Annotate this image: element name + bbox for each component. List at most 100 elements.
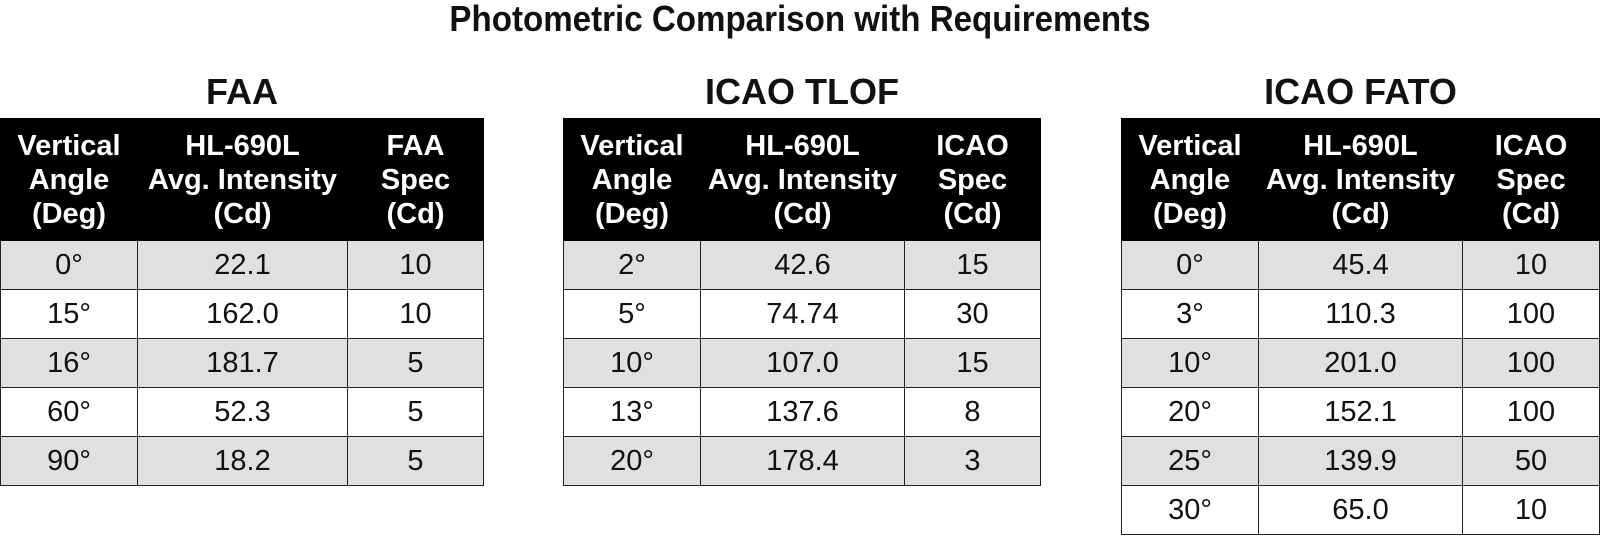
header-line: HL-690L bbox=[185, 129, 300, 162]
table-cell: 10° bbox=[1121, 338, 1259, 388]
header-line: (Deg) bbox=[1152, 197, 1228, 230]
table-row: 15° 162.0 10 bbox=[0, 289, 484, 339]
table-cell: 65.0 bbox=[1258, 485, 1463, 535]
table-icao-fato: Vertical Angle (Deg) HL-690L Avg. Intensity(… bbox=[1121, 118, 1600, 535]
header-line: (Cd) bbox=[773, 197, 832, 230]
header-line: (Cd) bbox=[1331, 197, 1390, 230]
section-title: ICAO TLOF bbox=[705, 71, 899, 112]
table-cell: 25° bbox=[1121, 436, 1259, 486]
header-row: Vertical Angle (Deg) HL-690L Avg. Intensity(… bbox=[1121, 118, 1600, 241]
column-header: Vertical Angle (Deg) bbox=[563, 118, 701, 241]
header-line: Spec bbox=[1496, 163, 1566, 196]
table-cell: 10 bbox=[1462, 485, 1600, 535]
header-line: Spec bbox=[937, 163, 1008, 196]
table-row: 90° 18.2 5 bbox=[0, 436, 484, 486]
table-cell: 42.6 bbox=[700, 240, 905, 290]
table-faa: Vertical Angle (Deg) HL-690L Avg. Intensity(… bbox=[0, 118, 484, 486]
header-row: Vertical Angle (Deg) HL-690L Avg. Intensity(… bbox=[0, 118, 484, 241]
table-row: 10° 201.0 100 bbox=[1121, 338, 1600, 388]
column-header: ICAO Spec (Cd) bbox=[904, 118, 1041, 241]
table-cell: 152.1 bbox=[1258, 387, 1463, 437]
table-cell: 18.2 bbox=[137, 436, 348, 486]
column-header: Vertical Angle (Deg) bbox=[0, 118, 138, 241]
table-cell: 20° bbox=[1121, 387, 1259, 437]
section-title: FAA bbox=[206, 71, 278, 112]
header-line: (Deg) bbox=[594, 197, 670, 230]
table-cell: 15 bbox=[904, 338, 1041, 388]
header-line: Vertical bbox=[1138, 129, 1242, 162]
table-cell: 20° bbox=[563, 436, 701, 486]
table-cell: 10 bbox=[347, 240, 484, 290]
table-cell: 52.3 bbox=[137, 387, 348, 437]
table-row: 25° 139.9 50 bbox=[1121, 436, 1600, 486]
header-row: Vertical Angle (Deg) HL-690L Avg. Intensity(… bbox=[563, 118, 1041, 241]
table-cell: 13° bbox=[563, 387, 701, 437]
header-line: Vertical bbox=[580, 129, 684, 162]
table-cell: 0° bbox=[0, 240, 138, 290]
table-cell: 15° bbox=[0, 289, 138, 339]
table-cell: 90° bbox=[0, 436, 138, 486]
table-cell: 107.0 bbox=[700, 338, 905, 388]
table-icao-tlof: Vertical Angle (Deg) HL-690L Avg. Intensity(… bbox=[563, 118, 1041, 486]
table-cell: 100 bbox=[1462, 387, 1600, 437]
table-cell: 74.74 bbox=[700, 289, 905, 339]
column-header: Vertical Angle (Deg) bbox=[1121, 118, 1259, 241]
header-line: (Cd) bbox=[213, 197, 272, 230]
table-row: 20° 178.4 3 bbox=[563, 436, 1041, 486]
header-line: (Cd) bbox=[386, 197, 445, 230]
table-cell: 2° bbox=[563, 240, 701, 290]
table-row: 0° 45.4 10 bbox=[1121, 240, 1600, 290]
table-cell: 45.4 bbox=[1258, 240, 1463, 290]
table-row: 5° 74.74 30 bbox=[563, 289, 1041, 339]
table-cell: 30 bbox=[904, 289, 1041, 339]
table-row: 3° 110.3 100 bbox=[1121, 289, 1600, 339]
table-cell: 5 bbox=[347, 338, 484, 388]
table-cell: 110.3 bbox=[1258, 289, 1463, 339]
header-line: Spec bbox=[380, 163, 451, 196]
table-cell: 201.0 bbox=[1258, 338, 1463, 388]
table-cell: 181.7 bbox=[137, 338, 348, 388]
table-cell: 3° bbox=[1121, 289, 1259, 339]
header-line: HL-690L bbox=[745, 129, 860, 162]
header-line: (Cd) bbox=[943, 197, 1002, 230]
table-row: 16° 181.7 5 bbox=[0, 338, 484, 388]
header-line: Vertical bbox=[17, 129, 121, 162]
header-line: Avg. Intensity bbox=[147, 163, 338, 196]
table-cell: 178.4 bbox=[700, 436, 905, 486]
table-cell: 60° bbox=[0, 387, 138, 437]
header-line: Avg. Intensity bbox=[707, 163, 898, 196]
table-cell: 5 bbox=[347, 436, 484, 486]
table-row: 2° 42.6 15 bbox=[563, 240, 1041, 290]
table-cell: 16° bbox=[0, 338, 138, 388]
table-cell: 15 bbox=[904, 240, 1041, 290]
table-row: 20° 152.1 100 bbox=[1121, 387, 1600, 437]
header-line: ICAO bbox=[1494, 129, 1568, 162]
table-cell: 10 bbox=[347, 289, 484, 339]
header-line: ICAO bbox=[936, 129, 1009, 162]
table-row: 0° 22.1 10 bbox=[0, 240, 484, 290]
column-header: ICAO Spec (Cd) bbox=[1462, 118, 1600, 241]
header-line: (Cd) bbox=[1502, 197, 1560, 230]
section-icao-tlof: ICAO TLOF Vertical Angle (Deg) HL-690L Avg. … bbox=[563, 72, 1041, 486]
table-cell: 0° bbox=[1121, 240, 1259, 290]
table-row: 10° 107.0 15 bbox=[563, 338, 1041, 388]
header-line: HL-690L bbox=[1303, 129, 1418, 162]
table-cell: 100 bbox=[1462, 338, 1600, 388]
column-header: FAA Spec (Cd) bbox=[347, 118, 484, 241]
section-icao-fato: ICAO FATO Vertical Angle (Deg) HL-690L Avg. … bbox=[1121, 72, 1600, 535]
table-row: 13° 137.6 8 bbox=[563, 387, 1041, 437]
table-cell: 3 bbox=[904, 436, 1041, 486]
table-cell: 5 bbox=[347, 387, 484, 437]
table-cell: 22.1 bbox=[137, 240, 348, 290]
column-header: HL-690L Avg. Intensity (Cd) bbox=[137, 118, 348, 241]
table-cell: 5° bbox=[563, 289, 701, 339]
header-line: Avg. Intensity bbox=[1265, 163, 1456, 196]
table-cell: 162.0 bbox=[137, 289, 348, 339]
table-row: 30° 65.0 10 bbox=[1121, 485, 1600, 535]
table-cell: 30° bbox=[1121, 485, 1259, 535]
page-title: Photometric Comparison with Requirements bbox=[449, 0, 1151, 39]
table-row: 60° 52.3 5 bbox=[0, 387, 484, 437]
header-line: Angle bbox=[591, 163, 673, 196]
section-title: ICAO FATO bbox=[1264, 71, 1457, 112]
table-cell: 8 bbox=[904, 387, 1041, 437]
